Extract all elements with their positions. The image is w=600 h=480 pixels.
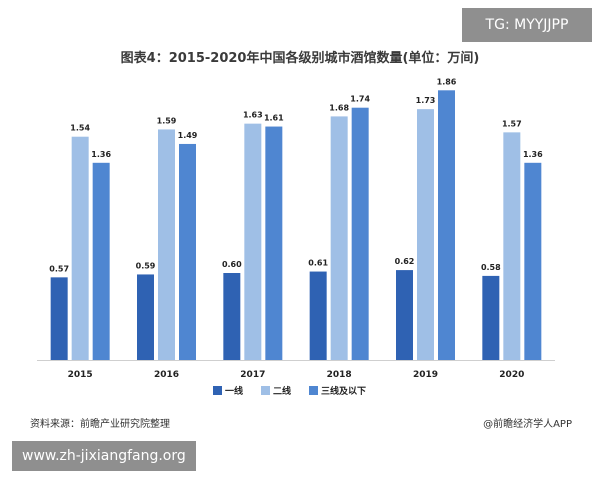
- data-label: 1.36: [523, 150, 543, 159]
- source-note: 资料来源：前瞻产业研究院整理: [30, 419, 170, 430]
- data-label: 1.63: [243, 111, 263, 120]
- bar-2017-二线: [244, 123, 262, 361]
- data-label: 0.58: [481, 263, 501, 272]
- legend-label: 二线: [273, 385, 291, 397]
- x-tick-label: 2018: [327, 370, 352, 380]
- data-label: 0.62: [395, 257, 415, 266]
- legend-swatch: [213, 386, 222, 395]
- data-label: 1.73: [416, 96, 436, 105]
- bar-2019-三线及以下: [438, 90, 455, 361]
- data-label: 1.36: [91, 150, 111, 159]
- x-tick-label: 2017: [240, 370, 265, 380]
- bar-2018-三线及以下: [351, 107, 369, 360]
- bar-2015-一线: [50, 277, 68, 360]
- legend-label: 一线: [225, 385, 243, 397]
- tag-badge: TG: MYYJJPP: [462, 8, 592, 42]
- bar-2018-一线: [309, 271, 327, 360]
- bar-2020-二线: [503, 132, 521, 360]
- bar-2019-二线: [417, 109, 434, 361]
- bar-2015-三线及以下: [92, 162, 110, 360]
- bar-2016-一线: [137, 274, 154, 360]
- data-label: 1.49: [178, 131, 198, 140]
- url-badge: www.zh-jixiangfang.org: [12, 441, 196, 471]
- legend-swatch: [309, 386, 318, 395]
- x-tick-label: 2019: [413, 370, 438, 380]
- bar-2019-一线: [396, 270, 413, 360]
- legend-swatch: [261, 386, 270, 395]
- bar-2016-三线及以下: [179, 143, 196, 360]
- data-label: 0.60: [222, 260, 242, 269]
- x-tick-label: 2020: [499, 370, 524, 380]
- bar-2017-一线: [223, 273, 241, 360]
- data-label: 1.54: [70, 124, 90, 133]
- data-label: 1.57: [502, 119, 522, 128]
- x-tick-label: 2016: [154, 370, 179, 380]
- legend-label: 三线及以下: [321, 385, 366, 397]
- bar-2020-一线: [482, 275, 500, 360]
- publisher-credit: @前瞻经济学人APP: [483, 419, 572, 430]
- data-label: 1.59: [157, 116, 177, 125]
- data-label: 1.68: [329, 103, 349, 112]
- data-label: 1.86: [437, 77, 457, 86]
- data-label: 0.57: [49, 264, 69, 273]
- bar-2015-二线: [71, 136, 89, 360]
- data-label: 1.74: [350, 95, 370, 104]
- chart-title: 图表4：2015-2020年中国各级别城市酒馆数量(单位：万间): [120, 51, 480, 66]
- data-label: 0.59: [136, 261, 156, 270]
- bar-2016-二线: [158, 129, 175, 360]
- x-tick-label: 2015: [68, 370, 93, 380]
- bar-2020-三线及以下: [524, 162, 542, 360]
- data-label: 1.61: [264, 114, 284, 123]
- bar-2018-二线: [330, 116, 348, 361]
- data-label: 0.61: [308, 259, 328, 268]
- bar-2017-三线及以下: [265, 126, 283, 360]
